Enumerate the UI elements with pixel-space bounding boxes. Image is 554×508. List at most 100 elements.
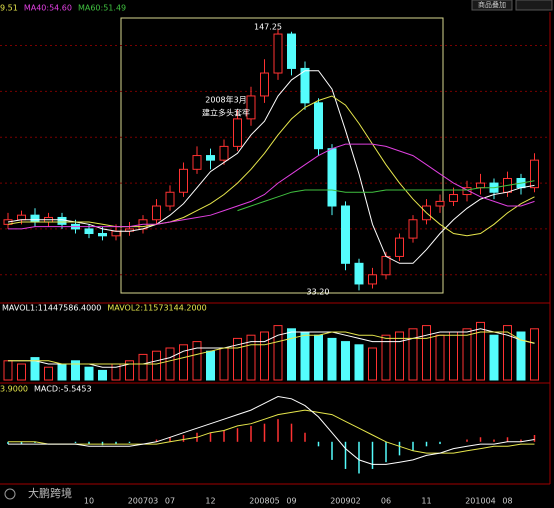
volume-bar <box>408 328 418 381</box>
volume-bar <box>314 334 323 381</box>
volume-bar <box>435 334 445 381</box>
annotation: 33.20 <box>307 288 330 297</box>
volume-bar <box>273 325 283 381</box>
candle-body <box>408 219 418 239</box>
annotation: 建立多头套牢 <box>202 108 250 118</box>
indicator-line <box>7 95 535 237</box>
volume-bar <box>287 328 296 381</box>
volume-bar <box>165 347 175 381</box>
candle-body <box>152 205 161 221</box>
candle-body <box>273 33 283 74</box>
indicator-line <box>237 180 535 212</box>
indicator-line <box>8 143 535 230</box>
candle-body <box>449 194 458 202</box>
annotation: 147.25 <box>254 23 282 32</box>
indicator-line <box>8 395 535 465</box>
volume-bar <box>71 360 80 381</box>
volume-bar <box>57 363 67 381</box>
candle-body <box>192 155 202 170</box>
candle-body <box>476 182 485 189</box>
legend-entry: 3.9000 <box>0 385 28 394</box>
candle-body <box>206 155 215 161</box>
candle-body <box>98 233 107 237</box>
volume-bar <box>381 334 391 381</box>
volume-bar <box>503 325 512 381</box>
candle-body <box>57 216 67 225</box>
indicator-line <box>8 328 535 368</box>
annotation-box <box>120 17 444 294</box>
volume-bar <box>246 334 256 381</box>
volume-bar <box>125 360 134 381</box>
volume-bar <box>206 350 215 381</box>
indicator-line <box>8 331 535 365</box>
indicator-line <box>8 409 535 454</box>
candle-body <box>246 95 256 120</box>
watermark: 大鹏跨境 <box>28 486 72 500</box>
candle-body <box>3 219 13 225</box>
legend-entry: MAVOL1:11447586.4000 <box>2 304 101 313</box>
toolbar-button-label[interactable]: 商品叠加 <box>478 0 506 9</box>
volume-bar <box>327 337 337 381</box>
candle-body <box>219 145 229 161</box>
candle-body <box>287 33 296 69</box>
candle-body <box>260 72 269 97</box>
volume-bar <box>179 344 188 381</box>
volume-bar <box>530 328 539 381</box>
x-tick-label: 200805 <box>249 497 280 506</box>
volume-bar <box>152 350 161 381</box>
volume-bar <box>30 357 40 381</box>
candle-body <box>300 67 310 104</box>
candle-body <box>17 214 26 221</box>
candle-body <box>395 237 404 257</box>
legend-entry: MA40:54.60 <box>24 4 72 13</box>
volume-bar <box>449 331 458 381</box>
candle-body <box>314 102 323 150</box>
volume-bar <box>233 337 242 381</box>
candle-body <box>84 228 94 235</box>
volume-bar <box>395 331 404 381</box>
candle-body <box>462 187 472 196</box>
candle-body <box>30 214 40 223</box>
annotation: 2008年3月 <box>205 95 246 105</box>
volume-bar <box>300 331 310 381</box>
legend-entry: MACD:-5.5453 <box>34 385 92 394</box>
candle-body <box>327 148 337 207</box>
x-tick-label: 10 <box>84 497 94 506</box>
volume-bar <box>98 369 107 381</box>
x-tick-label: 201004 <box>465 497 496 506</box>
legend-entry: MA60:51.49 <box>78 4 126 13</box>
watermark-logo <box>4 488 16 500</box>
candle-body <box>354 262 364 285</box>
x-tick-label: 200703 <box>128 497 159 506</box>
volume-bar <box>368 347 377 381</box>
volume-bar <box>3 360 13 381</box>
x-tick-label: 200902 <box>330 497 361 506</box>
x-tick-label: 06 <box>381 497 391 506</box>
x-tick-label: 11 <box>421 497 431 506</box>
x-tick-label: 08 <box>502 497 512 506</box>
volume-bar <box>422 325 431 381</box>
x-tick-label: 07 <box>165 497 175 506</box>
volume-bar <box>489 334 499 381</box>
volume-bar <box>44 366 53 381</box>
volume-bar <box>192 341 202 381</box>
candle-body <box>165 191 175 207</box>
x-tick-label: 09 <box>286 497 296 506</box>
volume-bar <box>341 341 350 381</box>
toolbar-button[interactable] <box>515 0 553 11</box>
volume-bar <box>84 366 94 381</box>
volume-bar <box>17 363 26 381</box>
candle-body <box>435 200 445 207</box>
candle-body <box>341 205 350 264</box>
volume-bar <box>354 344 364 381</box>
volume-bar <box>138 353 148 381</box>
volume-bar <box>462 328 472 381</box>
volume-bar <box>516 331 526 381</box>
volume-bar <box>219 347 229 381</box>
legend-entry: MAVOL2:11573144.2000 <box>107 304 206 313</box>
candle-body <box>381 255 391 276</box>
toolbar-button[interactable] <box>471 0 513 11</box>
